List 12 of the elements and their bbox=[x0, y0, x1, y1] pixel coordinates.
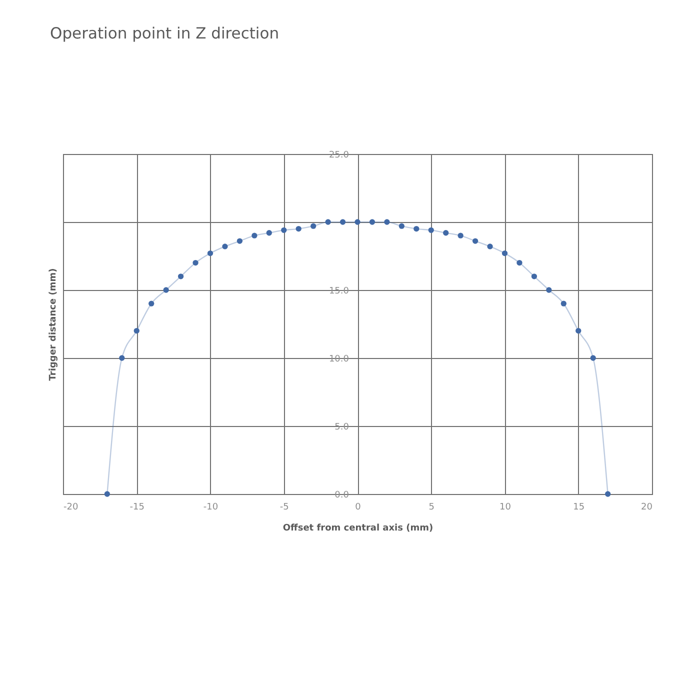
x-tick-label: 15 bbox=[573, 502, 585, 512]
x-tick-label: 0 bbox=[355, 502, 362, 512]
y-axis-title: Trigger distance (mm) bbox=[48, 268, 58, 381]
x-tick-label: 10 bbox=[500, 502, 512, 512]
x-tick-label: -15 bbox=[130, 502, 144, 512]
x-tick-label: -10 bbox=[203, 502, 218, 512]
x-tick-label: -20 bbox=[64, 502, 78, 512]
x-axis-title: Offset from central axis (mm) bbox=[282, 524, 434, 534]
chart-title: Operation point in Z direction bbox=[50, 24, 280, 42]
x-tick-label: 20 bbox=[641, 502, 653, 512]
x-tick-label: -5 bbox=[280, 502, 289, 512]
x-tick-label: 5 bbox=[428, 502, 434, 512]
